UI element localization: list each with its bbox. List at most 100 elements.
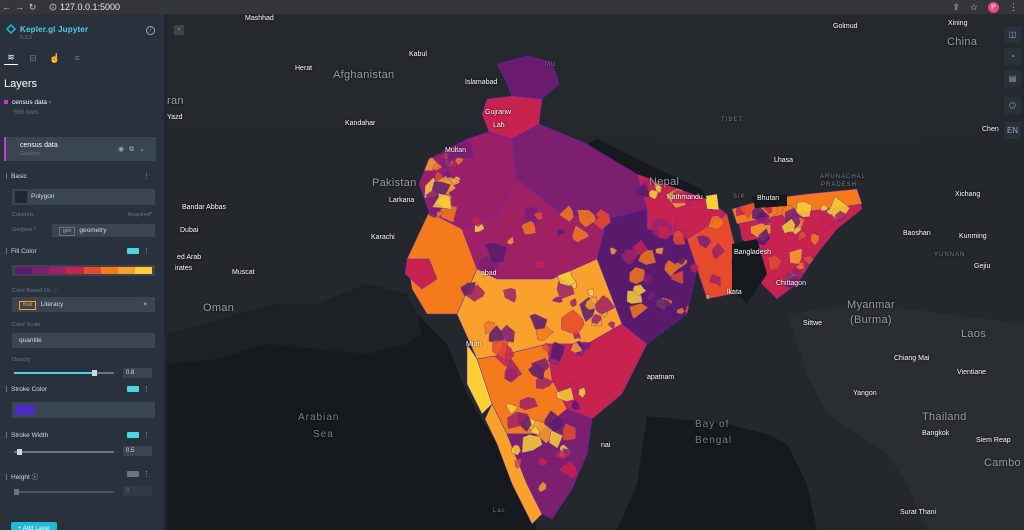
height-info-icon[interactable]: ⓘ: [31, 474, 39, 481]
stroke-color-picker[interactable]: [12, 402, 155, 418]
section-fill-color[interactable]: Fill Color: [6, 248, 37, 255]
stroke-width-slider[interactable]: [14, 449, 114, 455]
stroke-width-menu-icon[interactable]: ⋮: [143, 432, 150, 439]
tab-interactions-icon[interactable]: ☝: [49, 52, 61, 63]
basic-menu-icon[interactable]: ⋮: [143, 173, 150, 180]
stroke-width-label: Stroke Width: [11, 432, 49, 439]
section-basic[interactable]: Basic: [6, 173, 27, 180]
district-polygon: [684, 305, 700, 317]
address-bar[interactable]: 127.0.0.1:5000: [49, 2, 120, 12]
district-polygon: [651, 297, 677, 317]
layer-card[interactable]: census data Geojson ◉⧉⌄: [4, 137, 156, 161]
duplicate-icon[interactable]: ⧉: [129, 146, 140, 153]
map-place-label: Cambo: [984, 457, 1021, 469]
district-polygon: [629, 266, 646, 285]
site-info-icon[interactable]: [49, 3, 57, 11]
fill-ramp-step-6: [117, 267, 135, 274]
section-stroke-color[interactable]: Stroke Color: [6, 386, 47, 393]
region-north-kashmir: [496, 55, 560, 100]
district-polygon: [535, 376, 554, 390]
collapse-panel-icon[interactable]: ‹: [174, 25, 184, 35]
map-place-label: ran: [167, 95, 184, 107]
map-place-label: Dubai: [180, 227, 199, 234]
map-place-label: SIK: [733, 194, 746, 200]
dataset-arrow-icon[interactable]: ›: [47, 99, 52, 106]
district-polygon: [820, 204, 828, 212]
opacity-slider-handle[interactable]: [92, 370, 97, 376]
map-place-label: Chittagon: [776, 280, 806, 287]
visibility-eye-icon[interactable]: ◉: [118, 146, 130, 153]
opacity-slider[interactable]: [14, 370, 114, 376]
clear-field-icon[interactable]: ×: [143, 301, 147, 308]
dataset-color-swatch: [4, 100, 8, 104]
color-scale-select[interactable]: quantile: [12, 333, 155, 348]
dataset-name[interactable]: census data: [12, 99, 48, 106]
forward-button[interactable]: →: [15, 2, 24, 12]
height-menu-icon[interactable]: ⋮: [143, 471, 150, 478]
layer-name[interactable]: census data: [20, 142, 58, 149]
district-polygon: [558, 460, 578, 479]
stroke-color-menu-icon[interactable]: ⋮: [143, 386, 150, 393]
tab-layers-icon[interactable]: ≋: [4, 51, 18, 65]
map-place-label: Mashhad: [245, 15, 274, 22]
menu-dots-icon[interactable]: ⋮: [1009, 1, 1018, 12]
region-goa-konkan: [466, 343, 493, 415]
height-slider[interactable]: [14, 489, 114, 495]
district-polygon: [653, 182, 662, 194]
district-polygon: [840, 243, 853, 258]
map-canvas[interactable]: Mashhad Golmud Xining China Kabul Herat Afghan…: [167, 14, 1024, 530]
district-polygon: [657, 224, 674, 240]
color-based-on-info-icon[interactable]: ⓘ: [52, 288, 59, 294]
split-map-icon[interactable]: ◔: [1004, 48, 1021, 65]
share-icon[interactable]: ⇪: [952, 1, 960, 12]
legend-icon[interactable]: ▤: [1004, 70, 1021, 87]
district-polygon: [424, 133, 434, 142]
section-height[interactable]: Height ⓘ: [6, 471, 38, 481]
add-layer-button[interactable]: + Add Layer: [11, 522, 57, 530]
color-field-select[interactable]: float Literacy ×: [12, 297, 155, 312]
district-polygon: [629, 302, 649, 319]
reload-button[interactable]: ↻: [28, 1, 37, 12]
fill-ramp-step-2: [49, 267, 67, 274]
bookmark-star-icon[interactable]: ☆: [969, 1, 978, 12]
geojson-field-select[interactable]: geo geometry: [52, 224, 155, 237]
stroke-width-toggle[interactable]: [127, 432, 139, 438]
profile-avatar[interactable]: P: [988, 1, 999, 13]
help-icon[interactable]: i: [146, 26, 155, 35]
collapse-chevron-icon[interactable]: ⌄: [139, 146, 150, 153]
map-place-label: Lhasa: [774, 157, 794, 164]
district-polygon: [803, 255, 815, 265]
district-polygon: [506, 358, 523, 382]
section-stroke-width[interactable]: Stroke Width: [6, 432, 48, 439]
draw-polygon-icon[interactable]: ⬠: [1004, 97, 1021, 114]
map-place-label: Oman: [203, 302, 235, 314]
url-text[interactable]: 127.0.0.1:5000: [60, 2, 121, 12]
fill-color-toggle[interactable]: [127, 248, 139, 254]
opacity-value-input[interactable]: 0.8: [123, 368, 152, 378]
hole-bhutan: [752, 194, 787, 208]
stroke-width-value-input[interactable]: 0.5: [123, 446, 152, 456]
district-polygon: [689, 263, 699, 274]
height-value-input[interactable]: 0: [123, 486, 152, 496]
district-polygon: [647, 291, 656, 301]
district-polygon: [788, 248, 803, 265]
locale-button[interactable]: EN: [1004, 122, 1021, 139]
stroke-color-toggle[interactable]: [127, 386, 139, 392]
fill-color-range-picker[interactable]: [12, 265, 155, 276]
stroke-width-slider-handle[interactable]: [17, 449, 22, 455]
dataset-entry[interactable]: census data › 569 rows: [4, 99, 52, 116]
layer-toggle-icon[interactable]: ◫: [1004, 26, 1021, 43]
map-place-label: ARUNACHAL: [820, 174, 867, 180]
district-polygon: [533, 211, 544, 221]
fill-color-menu-icon[interactable]: ⋮: [143, 248, 150, 255]
region-kutch: [404, 258, 438, 290]
back-button[interactable]: ←: [2, 2, 11, 12]
tab-filters-icon[interactable]: ⊟: [29, 52, 37, 63]
tab-basemap-icon[interactable]: ≡: [74, 53, 80, 63]
height-toggle[interactable]: [127, 471, 139, 477]
height-slider-handle[interactable]: [14, 489, 19, 495]
district-polygon: [426, 130, 435, 141]
district-polygon: [537, 456, 549, 466]
district-polygon: [557, 270, 577, 287]
layer-type-select[interactable]: Polygon: [12, 189, 155, 205]
